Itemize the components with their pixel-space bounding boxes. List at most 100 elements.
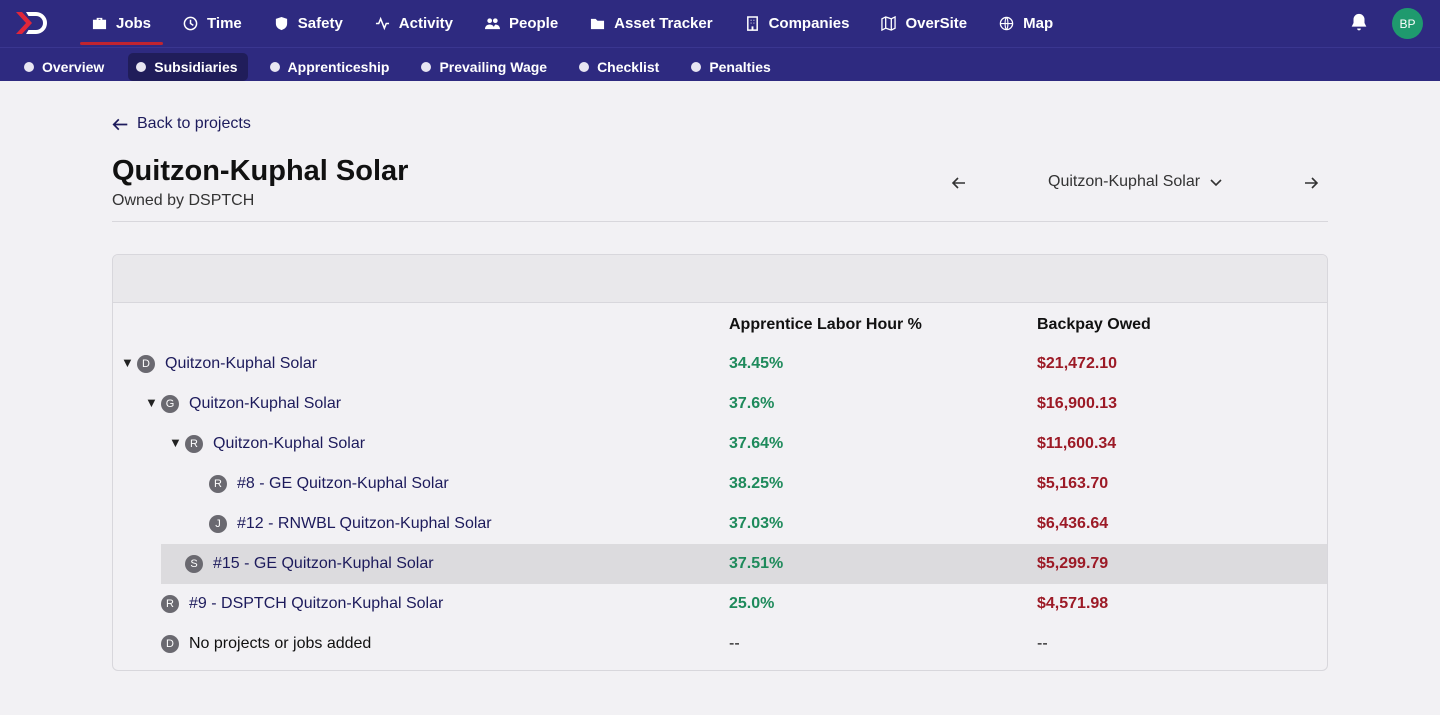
avatar[interactable]: BP — [1392, 8, 1423, 39]
column-header-backpay-owed: Backpay Owed — [1037, 316, 1151, 333]
backpay-owed-value: $11,600.34 — [1037, 435, 1117, 452]
dot-icon — [421, 62, 432, 72]
nav-item-asset-tracker[interactable]: Asset Tracker — [578, 0, 724, 47]
backpay-owed-value: $6,436.64 — [1037, 515, 1109, 532]
nav-item-label: Map — [1023, 15, 1054, 32]
row-name[interactable]: Quitzon-Kuphal Solar — [165, 355, 318, 372]
tab-apprenticeship[interactable]: Apprenticeship — [262, 53, 400, 81]
building-icon — [746, 16, 758, 31]
apprentice-pct-value: 25.0% — [729, 595, 775, 612]
apprentice-pct-value: 37.03% — [729, 515, 784, 532]
row-name[interactable]: Quitzon-Kuphal Solar — [189, 395, 342, 412]
apprentice-pct-value: 37.64% — [729, 435, 784, 452]
nav-item-time[interactable]: Time — [171, 0, 254, 47]
row-name[interactable]: #9 - DSPTCH Quitzon-Kuphal Solar — [189, 595, 444, 612]
dot-icon — [579, 62, 590, 72]
table-row[interactable]: ▼ D Quitzon-Kuphal Solar 34.45% $21,472.10 — [113, 344, 1327, 384]
nav-item-label: Safety — [297, 15, 343, 32]
tab-label: Checklist — [597, 59, 660, 75]
table-row[interactable]: R #8 - GE Quitzon-Kuphal Solar 38.25% $5,16… — [113, 464, 1327, 504]
header-divider — [112, 221, 1328, 222]
apprentice-pct-value: -- — [729, 635, 740, 652]
apprentice-pct-value: 34.45% — [729, 355, 784, 372]
entity-type-badge: R — [185, 435, 203, 453]
nav-item-jobs[interactable]: Jobs — [80, 0, 164, 47]
tab-subsidiaries[interactable]: Subsidiaries — [128, 53, 248, 81]
tab-label: Subsidiaries — [154, 59, 238, 75]
nav-item-label: Asset Tracker — [614, 15, 713, 32]
tab-prevailing-wage[interactable]: Prevailing Wage — [413, 53, 557, 81]
entity-type-badge: R — [209, 475, 227, 493]
people-icon — [484, 18, 500, 30]
collapse-toggle-icon[interactable]: ▼ — [169, 435, 182, 450]
apprentice-pct-value: 37.51% — [729, 555, 784, 572]
collapse-toggle-icon[interactable]: ▼ — [121, 355, 134, 370]
project-select-value: Quitzon-Kuphal Solar — [1048, 173, 1201, 190]
pulse-icon — [375, 16, 389, 31]
nav-item-label: Time — [207, 15, 242, 32]
back-label: Back to projects — [137, 115, 251, 132]
nav-item-companies[interactable]: Companies — [733, 0, 862, 47]
nav-item-label: People — [508, 15, 559, 32]
row-name[interactable]: #15 - GE Quitzon-Kuphal Solar — [213, 555, 434, 572]
nav-item-people[interactable]: People — [473, 0, 570, 47]
globe-icon — [999, 16, 1014, 31]
table-row[interactable]: D No projects or jobs added -- -- — [113, 624, 1327, 664]
entity-type-badge: S — [185, 555, 203, 573]
owner-subtitle: Owned by DSPTCH — [112, 192, 255, 209]
tab-overview[interactable]: Overview — [16, 53, 114, 81]
table-row[interactable]: J #12 - RNWBL Quitzon-Kuphal Solar 37.03% $… — [113, 504, 1327, 544]
arrow-left-icon — [112, 118, 128, 130]
nav-item-activity[interactable]: Activity — [363, 0, 465, 47]
dot-icon — [136, 62, 147, 72]
entity-type-badge: J — [209, 515, 227, 533]
row-name[interactable]: #8 - GE Quitzon-Kuphal Solar — [237, 475, 449, 492]
folder-icon — [591, 18, 605, 30]
previous-project-button[interactable] — [948, 172, 970, 194]
row-name: No projects or jobs added — [189, 635, 372, 652]
briefcase-icon — [92, 17, 107, 30]
dsptch-logo[interactable] — [14, 10, 50, 36]
table-row[interactable]: R #9 - DSPTCH Quitzon-Kuphal Solar 25.0% $4… — [113, 584, 1327, 624]
tab-label: Overview — [42, 59, 105, 75]
entity-type-badge: R — [161, 595, 179, 613]
bell-icon[interactable] — [1348, 12, 1370, 34]
nav-item-map[interactable]: Map — [987, 0, 1065, 47]
tab-checklist[interactable]: Checklist — [571, 53, 669, 81]
nav-item-safety[interactable]: Safety — [262, 0, 355, 47]
nav-item-oversite[interactable]: OverSite — [869, 0, 979, 47]
table-row[interactable]: ▼ R Quitzon-Kuphal Solar 37.64% $11,600.34 — [113, 424, 1327, 464]
top-nav: Jobs Time Safety Activity People Asset Tracke… — [0, 0, 1440, 47]
tab-penalties[interactable]: Penalties — [683, 53, 780, 81]
page-title: Quitzon-Kuphal Solar — [112, 155, 409, 187]
project-select[interactable]: Quitzon-Kuphal Solar — [1048, 173, 1223, 191]
chevron-down-icon — [1210, 179, 1222, 187]
backpay-owed-value: $21,472.10 — [1037, 355, 1118, 372]
sub-nav-menu: Overview Subsidiaries Apprenticeship Prevai… — [16, 53, 795, 81]
table-row[interactable]: ▼ G Quitzon-Kuphal Solar 37.6% $16,900.13 — [113, 384, 1327, 424]
apprentice-pct-value: 38.25% — [729, 475, 784, 492]
nav-item-label: Companies — [768, 15, 850, 32]
dot-icon — [269, 62, 280, 72]
tab-label: Apprenticeship — [287, 59, 390, 75]
row-name[interactable]: #12 - RNWBL Quitzon-Kuphal Solar — [237, 515, 492, 532]
next-project-button[interactable] — [1300, 172, 1322, 194]
nav-item-label: OverSite — [905, 15, 968, 32]
nav-item-label: Jobs — [116, 15, 152, 32]
dot-icon — [691, 62, 702, 72]
backpay-owed-value: $16,900.13 — [1037, 395, 1118, 412]
backpay-owed-value: $5,163.70 — [1037, 475, 1109, 492]
apprentice-pct-value: 37.6% — [729, 395, 775, 412]
back-to-projects-link[interactable]: Back to projects — [112, 115, 251, 133]
map-fold-icon — [881, 16, 897, 31]
table-row[interactable]: S #15 - GE Quitzon-Kuphal Solar 37.51% $5,2… — [161, 544, 1327, 584]
entity-type-badge: D — [161, 635, 179, 653]
backpay-owed-value: $4,571.98 — [1037, 595, 1109, 612]
clock-icon — [183, 16, 198, 31]
nav-menu: Jobs Time Safety Activity People Asset Tracke… — [80, 0, 1073, 47]
table-toolbar — [113, 255, 1327, 303]
backpay-owed-value: -- — [1037, 635, 1048, 652]
collapse-toggle-icon[interactable]: ▼ — [145, 395, 158, 410]
dot-icon — [24, 62, 34, 72]
row-name[interactable]: Quitzon-Kuphal Solar — [213, 435, 366, 452]
